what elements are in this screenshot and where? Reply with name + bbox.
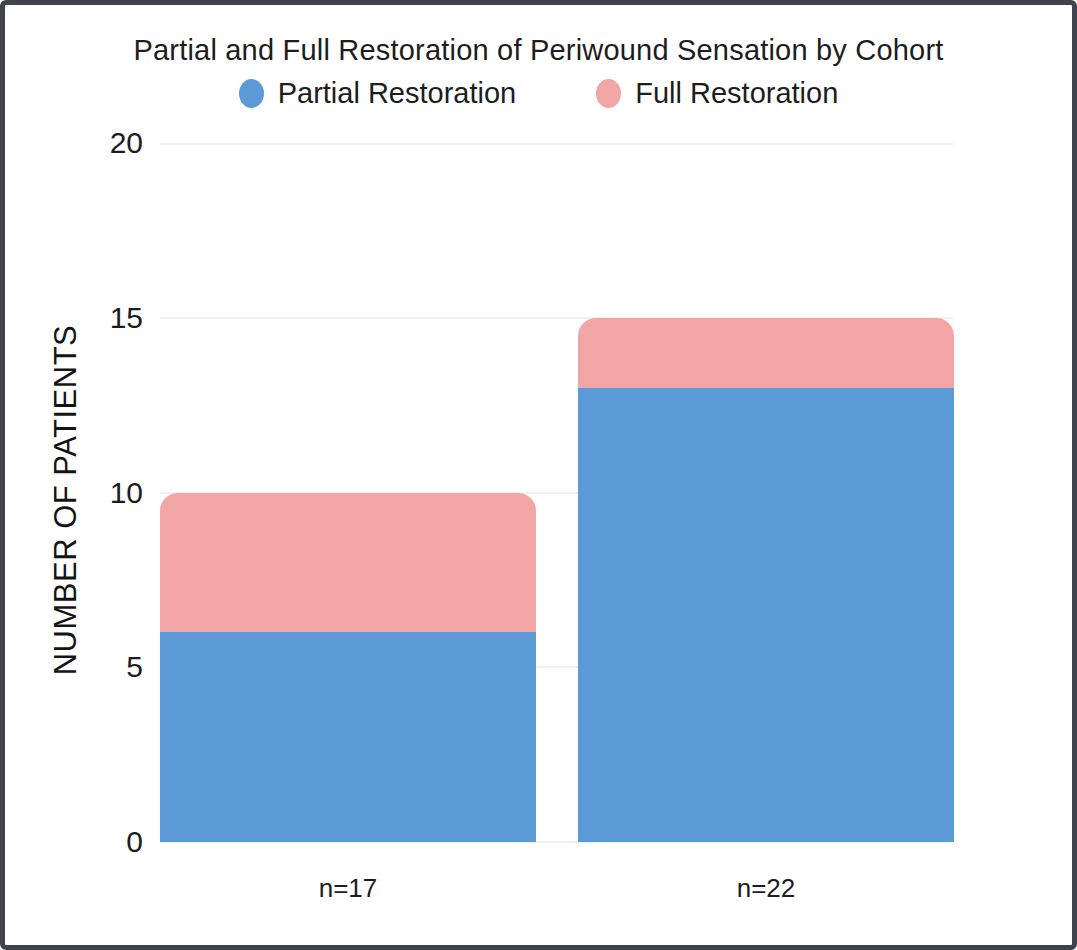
legend: Partial Restoration Full Restoration [5, 77, 1072, 110]
y-tick-label-0: 0 [126, 825, 143, 859]
bar-segment-full-restoration-n=17 [160, 493, 536, 633]
chart-title: Partial and Full Restoration of Periwoun… [5, 34, 1072, 67]
legend-item-partial-restoration: Partial Restoration [239, 77, 517, 110]
x-axis-label-n=17: n=17 [319, 873, 378, 904]
y-tick-label-15: 15 [110, 301, 143, 335]
stacked-bar-n=22 [578, 318, 954, 842]
legend-label-full-restoration: Full Restoration [635, 77, 838, 110]
y-tick-label-5: 5 [126, 650, 143, 684]
legend-marker-full-restoration-icon [596, 79, 621, 108]
y-tick-label-20: 20 [110, 126, 143, 160]
bar-segment-partial-restoration-n=22 [578, 388, 954, 842]
x-axis-labels: n=17 n=22 [5, 873, 1072, 913]
bar-segment-partial-restoration-n=17 [160, 632, 536, 842]
plot-area [160, 143, 953, 842]
bar-segment-full-restoration-n=22 [578, 318, 954, 388]
legend-item-full-restoration: Full Restoration [596, 77, 838, 110]
y-tick-label-10: 10 [110, 476, 143, 510]
legend-label-partial-restoration: Partial Restoration [278, 77, 517, 110]
x-axis-label-n=22: n=22 [737, 873, 796, 904]
stacked-bar-n=17 [160, 493, 536, 843]
y-axis-tick-labels: 05101520 [5, 143, 143, 842]
legend-marker-partial-restoration-icon [239, 79, 264, 108]
gridline-y-20 [160, 143, 953, 145]
chart-frame: Partial and Full Restoration of Periwoun… [0, 0, 1077, 950]
